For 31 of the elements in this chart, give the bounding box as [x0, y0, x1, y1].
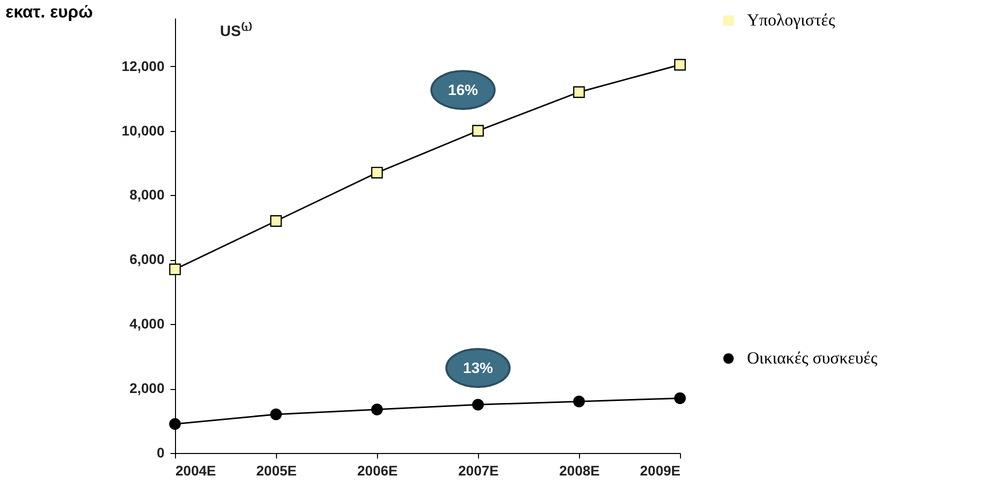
point	[270, 215, 282, 227]
x-tick-label: 2007E	[458, 462, 499, 478]
y-tick-label: 12,000	[122, 58, 165, 74]
y-tick-label: 6,000	[129, 251, 165, 268]
point	[472, 124, 484, 137]
point	[169, 263, 181, 276]
point	[472, 398, 484, 410]
legend-label: Οικιακές συσκευές	[747, 348, 878, 368]
y-tick-label: 8,000	[129, 186, 165, 203]
y-tick-label: 0	[156, 444, 165, 460]
annotation: 13%	[462, 360, 494, 377]
x-tick-label: 2005E	[256, 462, 297, 478]
point	[674, 392, 686, 404]
x-tick-label: 2009E	[640, 462, 680, 478]
point	[371, 166, 383, 179]
legend-label: Υπολογιστές	[747, 10, 836, 30]
y-axis-title: εκατ. ευρώ	[6, 2, 93, 22]
y-tick-label: 2,000	[129, 380, 165, 396]
x-tick-label: 2004E	[176, 462, 216, 478]
point	[270, 408, 282, 420]
point	[371, 404, 383, 416]
y-tick-label: 10,000	[122, 122, 165, 138]
x-tick-label: 2006E	[357, 462, 398, 478]
annotation: 16%	[448, 82, 478, 99]
point	[573, 396, 585, 408]
y-tick-label: 4,000	[129, 316, 165, 332]
point	[169, 418, 181, 430]
chart-title: US⁽¹⁾	[220, 22, 252, 40]
point	[573, 86, 585, 98]
x-tick-label: 2008E	[559, 462, 600, 478]
point	[674, 58, 686, 71]
